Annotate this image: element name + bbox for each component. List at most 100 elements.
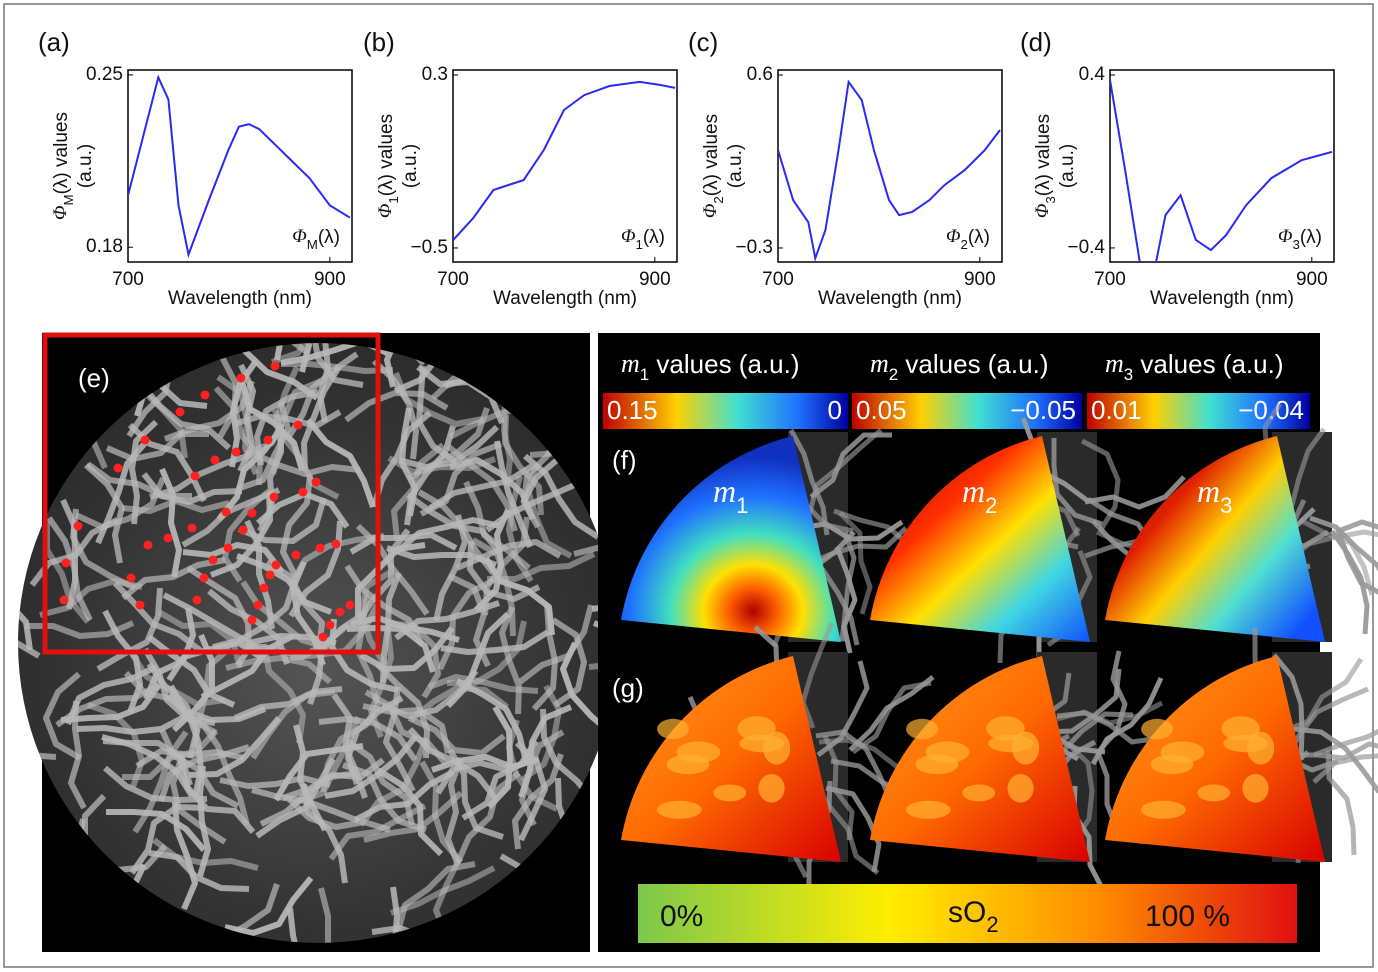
curve-label: Φ1(λ) (621, 226, 665, 252)
y-tick-label: 0.6 (747, 64, 773, 85)
measurement-dot (265, 570, 275, 580)
vessel (499, 605, 522, 715)
y-tick-label: 0.18 (86, 236, 123, 257)
vessel (807, 428, 883, 513)
map-wedge (870, 436, 1090, 642)
measurement-dot (59, 595, 69, 605)
vessel (209, 491, 273, 578)
vessel (76, 713, 188, 735)
vessel (409, 685, 509, 723)
y-axis-label-symbol: Φ (700, 204, 721, 218)
y-axis-label-rest: (λ) values (376, 114, 397, 196)
y-axis-label: ΦM(λ) values (50, 112, 76, 220)
vessel (225, 655, 332, 685)
data-line (1110, 79, 1333, 262)
vessel (275, 343, 312, 373)
vessel (101, 734, 195, 798)
vessel (502, 414, 544, 516)
y-axis-unit: (a.u.) (1057, 144, 1078, 188)
measurement-dot (231, 447, 241, 457)
measurement-dot (143, 540, 153, 550)
vessel (159, 728, 240, 809)
vessel (358, 736, 429, 827)
vessel (291, 887, 331, 943)
vessel (1051, 438, 1103, 527)
measurement-dot (140, 435, 150, 445)
vessel (514, 740, 548, 842)
vessel (822, 735, 855, 841)
measurement-dot (61, 558, 71, 568)
measurement-dot (291, 550, 301, 560)
y-tick-label: −0.3 (735, 237, 773, 258)
measurement-dot (247, 508, 257, 518)
panel-label: (g) (612, 673, 644, 703)
y-axis-label-symbol: Φ (1032, 204, 1053, 218)
colorbar-max: 0.15 (607, 395, 658, 425)
x-tick-label: 700 (1094, 269, 1126, 290)
vessel (344, 390, 449, 423)
vessel (213, 385, 263, 486)
so2-blotch (657, 718, 689, 740)
vessel (1335, 519, 1378, 535)
colorbar-title-rest: values (a.u.) (1133, 349, 1283, 379)
so2-blotch (906, 718, 938, 740)
map-label-symbol: m (962, 473, 985, 509)
map-label-sub: 3 (1220, 493, 1232, 518)
measurement-dot (269, 492, 279, 502)
plot-frame (777, 69, 1003, 263)
data-line (778, 79, 1001, 262)
measurement-dot (113, 463, 123, 473)
vessel (825, 785, 882, 873)
curve-label: ΦM(λ) (292, 226, 340, 252)
x-axis-label: Wavelength (nm) (168, 288, 312, 309)
measurement-dot (199, 573, 209, 583)
colorbar-title: m3 values (a.u.) (1105, 349, 1283, 384)
x-tick-label: 900 (964, 269, 996, 290)
vessel (395, 861, 476, 933)
vessel (121, 498, 230, 514)
curve-label-sub: 3 (1292, 237, 1299, 252)
measurement-dot (298, 487, 308, 497)
y-tick-label: 0.4 (1079, 64, 1106, 85)
map-label-sub: 2 (985, 493, 997, 518)
so2-blotch (713, 784, 747, 802)
vessel (797, 519, 904, 542)
vessel (132, 730, 189, 834)
vessel (445, 611, 511, 709)
measurement-dot (223, 543, 233, 553)
map-wedge (621, 436, 841, 642)
vessel (251, 450, 361, 477)
colorbar-title-symbol: m (870, 349, 889, 378)
so2-title-sub: 2 (986, 912, 998, 937)
measurement-dot (259, 583, 269, 593)
measurement-dot (192, 595, 202, 605)
vessel (1298, 517, 1375, 596)
y-axis-label-sub: 2 (711, 196, 726, 203)
vessel (301, 365, 342, 472)
so2-blotch (1221, 716, 1260, 741)
vessel (455, 770, 521, 864)
vessel (404, 425, 456, 526)
vessel (433, 857, 462, 943)
measurement-dot (190, 471, 200, 481)
vessel (122, 728, 219, 780)
map-label-symbol: m (1197, 473, 1220, 509)
vessel (152, 837, 259, 871)
map-label: m2 (962, 473, 997, 518)
colorbar-title-sub: 2 (889, 365, 898, 384)
curve-label-symbol: Φ (621, 226, 635, 247)
curve-label-sub: 1 (635, 237, 642, 252)
vessel (525, 463, 573, 559)
curve-label-symbol: Φ (946, 226, 960, 247)
vessel (270, 365, 300, 475)
x-tick-label: 700 (762, 269, 794, 290)
so2-blotch (758, 774, 785, 803)
vessel (129, 419, 159, 525)
x-tick-label: 700 (112, 269, 144, 290)
vessel (324, 734, 419, 799)
measurement-dot (271, 560, 281, 570)
vessel (159, 467, 182, 578)
vessel (1313, 728, 1378, 758)
